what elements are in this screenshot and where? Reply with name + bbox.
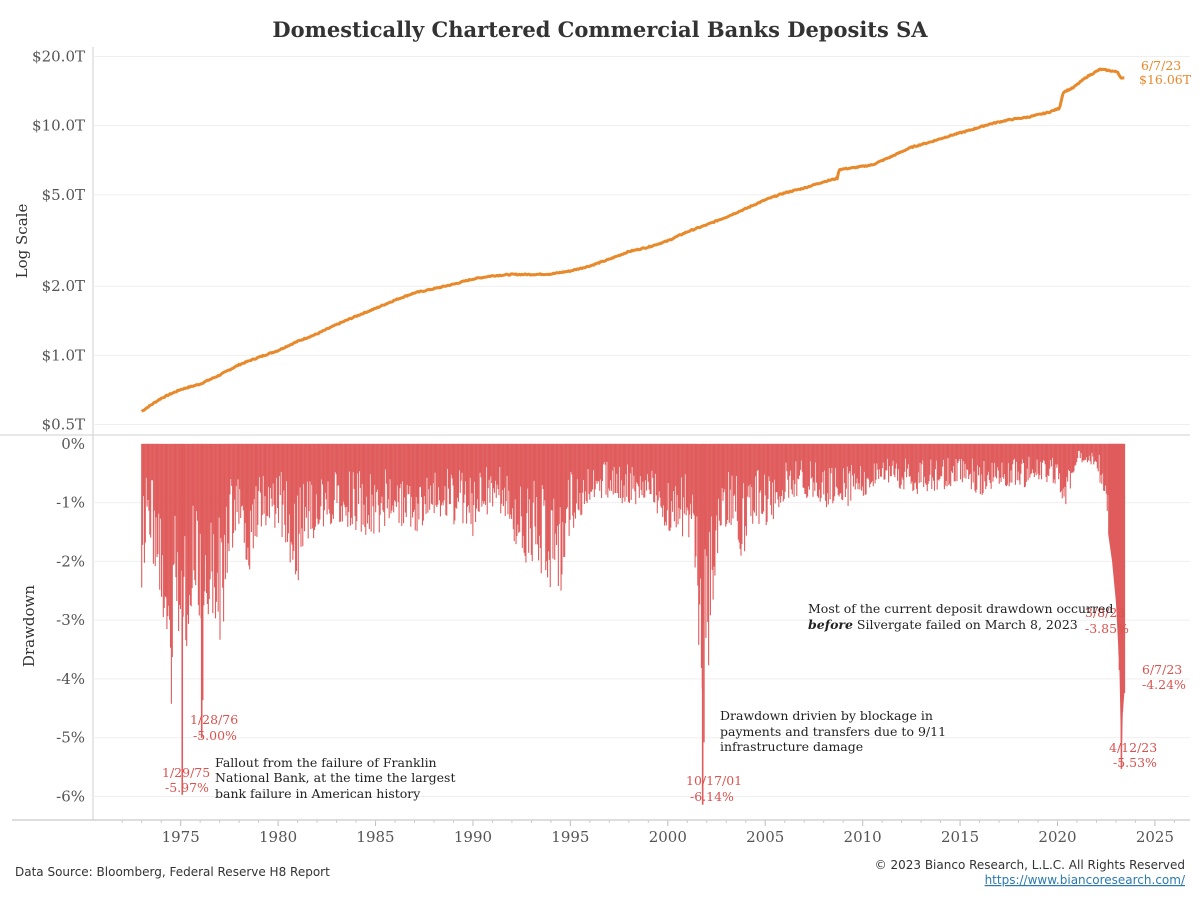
top-y-tick-label: $2.0T [42,277,85,295]
top-y-tick-label: $0.5T [42,415,85,433]
top-y-tick-label: $1.0T [42,346,85,364]
note-silvergate-line2: before Silvergate failed on March 8, 202… [808,617,1078,632]
top-gridlines [93,56,1190,425]
top-y-tick-label: $20.0T [32,48,85,66]
bottom-y-axis-label: Drawdown [20,585,38,667]
annotation-value: -5.00% [193,728,237,743]
x-tick-label: 1975 [162,828,200,846]
note-franklin-line: bank failure in American history [215,786,421,801]
annotation-date: 1/29/75 [162,765,210,780]
note-silvergate-emphasis: before [808,617,853,632]
top-y-tick-label: $10.0T [32,117,85,135]
annotation-value: -6.14% [690,789,734,804]
x-tick-label: 2020 [1038,828,1076,846]
x-tick-label: 2000 [649,828,687,846]
annotation-date: 3/8/23 [1085,605,1125,620]
bottom-y-tick-label: -4% [56,670,85,688]
data-source: Data Source: Bloomberg, Federal Reserve … [15,865,330,879]
end-label-value: $16.06T [1139,72,1192,87]
note-franklin-line: Fallout from the failure of Franklin [215,755,437,770]
deposits-series-line [140,67,1125,413]
drawdown-bars [141,443,1126,805]
x-tick-label: 1980 [259,828,297,846]
note-911-line: payments and transfers due to 9/11 [720,724,946,739]
annotation-date: 10/17/01 [686,773,742,788]
note-silvergate-line: Most of the current deposit drawdown occ… [808,601,1113,616]
x-ticks: 1975 1980 1985 1990 1995 2000 2005 2010 2015 2020… [121,820,1175,846]
bottom-y-tick-label: -1% [56,494,85,512]
drawdown-2023-area [1108,443,1125,769]
bottom-y-tick-label: 0% [61,435,85,453]
x-tick-label: 1995 [551,828,589,846]
copyright: © 2023 Bianco Research, L.L.C. All Right… [875,858,1185,872]
website-link[interactable]: https://www.biancoresearch.com/ [985,873,1186,887]
note-911-line: Drawdown drivien by blockage in [720,708,933,723]
top-y-tick-label: $5.0T [42,186,85,204]
bottom-gridlines [93,502,1190,797]
deposits-line [140,67,1125,413]
annotation-date: 1/28/76 [190,712,238,727]
annotation-value: -3.85% [1085,621,1129,636]
x-tick-label: 1990 [454,828,492,846]
x-tick-label: 2010 [844,828,882,846]
bottom-y-ticks: 0% -1% -2% -3% -4% -5% -6% [56,435,85,806]
bottom-y-tick-label: -6% [56,787,85,805]
annotation-value: -5.53% [1113,755,1157,770]
note-franklin-line: National Bank, at the time the largest [215,770,455,785]
annotation-date: 6/7/23 [1142,662,1182,677]
note-silvergate-rest: Silvergate failed on March 8, 2023 [853,617,1078,632]
bottom-y-tick-label: -3% [56,611,85,629]
x-tick-label: 2015 [941,828,979,846]
chart-title: Domestically Chartered Commercial Banks … [272,17,928,42]
panel-frames [0,47,1190,821]
x-tick-label: 2005 [746,828,784,846]
x-tick-label: 2025 [1136,828,1174,846]
top-y-ticks: $20.0T $10.0T $5.0T $2.0T $1.0T $0.5T [32,48,85,434]
top-y-axis-label: Log Scale [13,204,31,279]
annotation-date: 4/12/23 [1109,740,1157,755]
x-tick-label: 1985 [356,828,394,846]
end-label-date: 6/7/23 [1141,58,1181,73]
bottom-y-tick-label: -2% [56,552,85,570]
annotation-value: -4.24% [1142,677,1186,692]
bottom-y-tick-label: -5% [56,729,85,747]
annotation-value: -5.97% [165,780,209,795]
note-911-line: infrastructure damage [720,739,863,754]
